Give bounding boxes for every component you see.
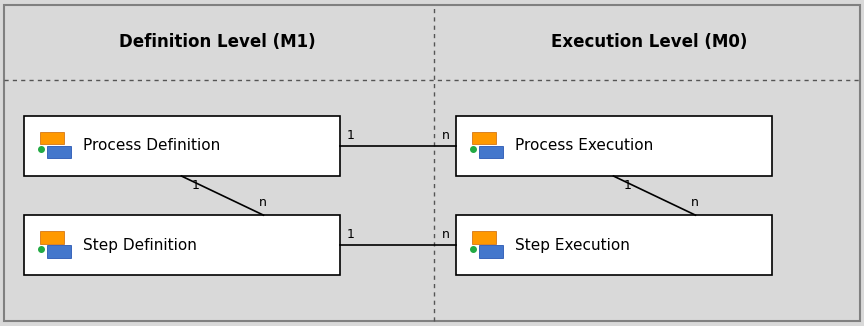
Text: 1: 1 <box>192 179 200 192</box>
FancyBboxPatch shape <box>472 231 496 244</box>
FancyBboxPatch shape <box>24 215 340 275</box>
FancyBboxPatch shape <box>479 245 503 258</box>
FancyBboxPatch shape <box>47 245 71 258</box>
Text: Process Execution: Process Execution <box>515 138 653 154</box>
Text: n: n <box>442 129 449 142</box>
Text: Execution Level (M0): Execution Level (M0) <box>550 33 747 52</box>
Text: Process Definition: Process Definition <box>83 138 220 154</box>
FancyBboxPatch shape <box>472 132 496 144</box>
FancyBboxPatch shape <box>479 146 503 158</box>
FancyBboxPatch shape <box>456 215 772 275</box>
Text: n: n <box>691 196 699 209</box>
FancyBboxPatch shape <box>40 231 64 244</box>
FancyBboxPatch shape <box>456 116 772 176</box>
FancyBboxPatch shape <box>47 146 71 158</box>
FancyBboxPatch shape <box>24 116 340 176</box>
Text: Step Execution: Step Execution <box>515 238 630 253</box>
Text: Step Definition: Step Definition <box>83 238 197 253</box>
FancyBboxPatch shape <box>4 5 860 321</box>
Text: 1: 1 <box>624 179 632 192</box>
Text: 1: 1 <box>346 229 354 241</box>
Text: n: n <box>259 196 267 209</box>
Text: 1: 1 <box>346 129 354 142</box>
Text: Definition Level (M1): Definition Level (M1) <box>118 33 315 52</box>
Text: n: n <box>442 229 449 241</box>
FancyBboxPatch shape <box>40 132 64 144</box>
